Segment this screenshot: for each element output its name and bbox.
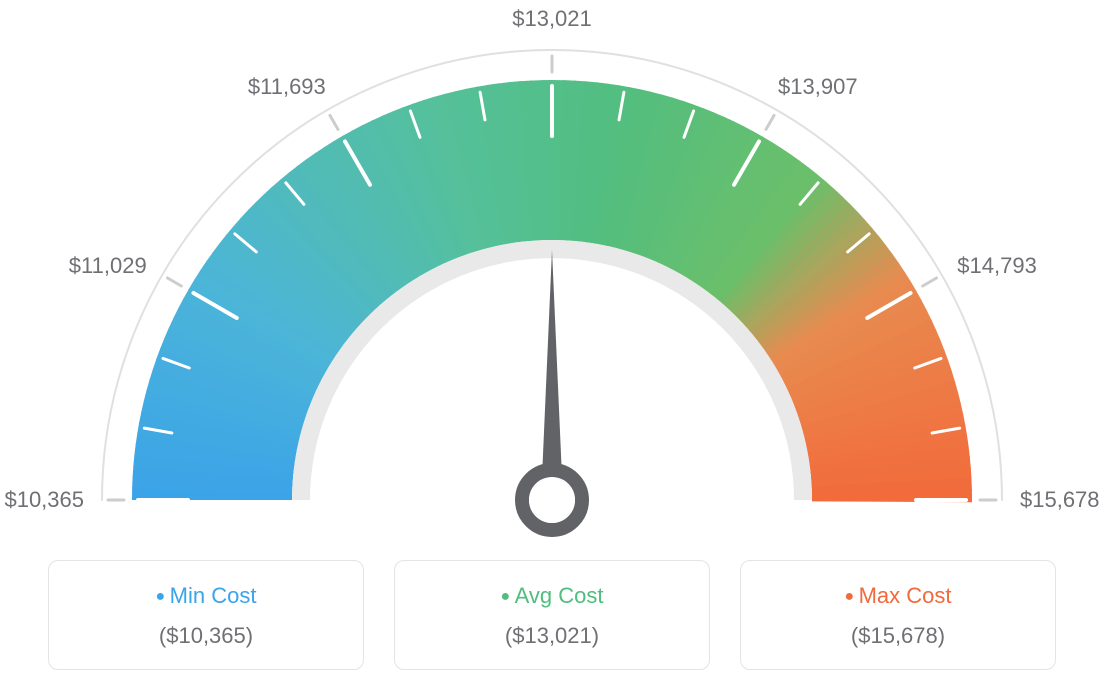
legend-card-min: Min Cost ($10,365) bbox=[48, 560, 364, 670]
gauge-tick-label: $11,693 bbox=[248, 74, 326, 100]
legend-card-avg: Avg Cost ($13,021) bbox=[394, 560, 710, 670]
legend-card-max: Max Cost ($15,678) bbox=[740, 560, 1056, 670]
gauge-tick-label: $14,793 bbox=[957, 253, 1037, 279]
legend-value-avg: ($13,021) bbox=[405, 623, 699, 649]
gauge-svg bbox=[0, 0, 1104, 560]
gauge-area: $10,365 $11,029 $11,693 $13,021 $13,907 $14,7… bbox=[0, 0, 1104, 540]
gauge-tick-label: $10,365 bbox=[4, 487, 84, 513]
gauge-tick-label: $15,678 bbox=[1020, 487, 1100, 513]
gauge-tick-label: $13,021 bbox=[512, 6, 592, 32]
legend-value-max: ($15,678) bbox=[751, 623, 1045, 649]
legend-title-max: Max Cost bbox=[751, 583, 1045, 609]
gauge-tick-label: $11,029 bbox=[69, 253, 147, 279]
gauge-tick-label: $13,907 bbox=[778, 74, 858, 100]
legend-title-avg: Avg Cost bbox=[405, 583, 699, 609]
chart-container: $10,365 $11,029 $11,693 $13,021 $13,907 $14,7… bbox=[0, 0, 1104, 690]
legend-value-min: ($10,365) bbox=[59, 623, 353, 649]
legend-row: Min Cost ($10,365) Avg Cost ($13,021) Ma… bbox=[0, 560, 1104, 670]
legend-title-min: Min Cost bbox=[59, 583, 353, 609]
